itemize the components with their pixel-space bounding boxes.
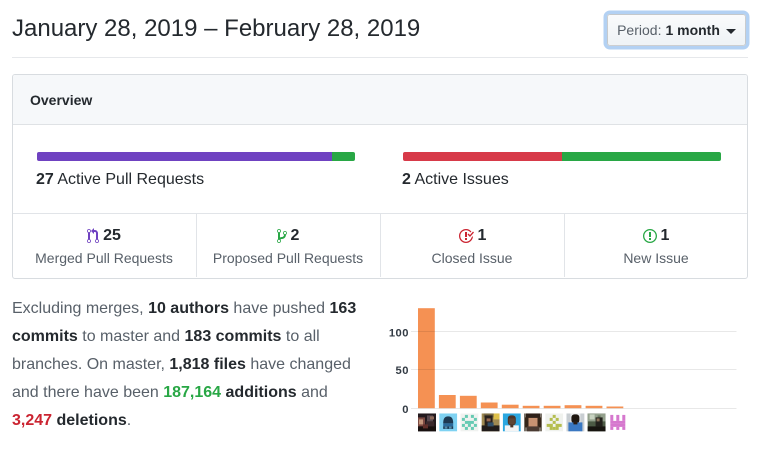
svg-text:50: 50 bbox=[396, 365, 409, 377]
svg-text:0: 0 bbox=[402, 404, 409, 416]
svg-text:100: 100 bbox=[389, 327, 409, 339]
